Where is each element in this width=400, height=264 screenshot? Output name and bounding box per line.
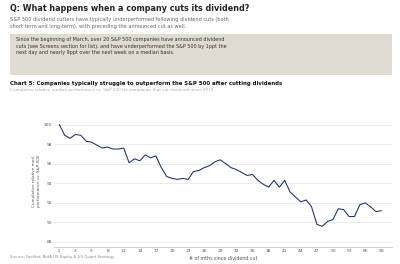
Text: S&P 500 dividend cutters have typically underperformed following dividend cuts (: S&P 500 dividend cutters have typically …	[10, 17, 229, 29]
Text: Since the beginning of March, over 20 S&P 500 companies have announced dividend
: Since the beginning of March, over 20 S&…	[16, 37, 227, 55]
Text: Source: FactSet, BofA US Equity & US Quant Strategy: Source: FactSet, BofA US Equity & US Qua…	[10, 255, 114, 259]
Text: Cumulative relative median performance vs. S&P 500 for companies that cut divide: Cumulative relative median performance v…	[10, 88, 213, 92]
Text: Chart 5: Companies typically struggle to outperform the S&P 500 after cutting di: Chart 5: Companies typically struggle to…	[10, 81, 282, 86]
Text: Q: What happens when a company cuts its dividend?: Q: What happens when a company cuts its …	[10, 4, 249, 13]
X-axis label: # of mths since dividend cut: # of mths since dividend cut	[189, 256, 257, 261]
FancyBboxPatch shape	[10, 34, 392, 75]
Y-axis label: Cumulative relative med.
performance vs. S&P 500: Cumulative relative med. performance vs.…	[32, 155, 41, 207]
